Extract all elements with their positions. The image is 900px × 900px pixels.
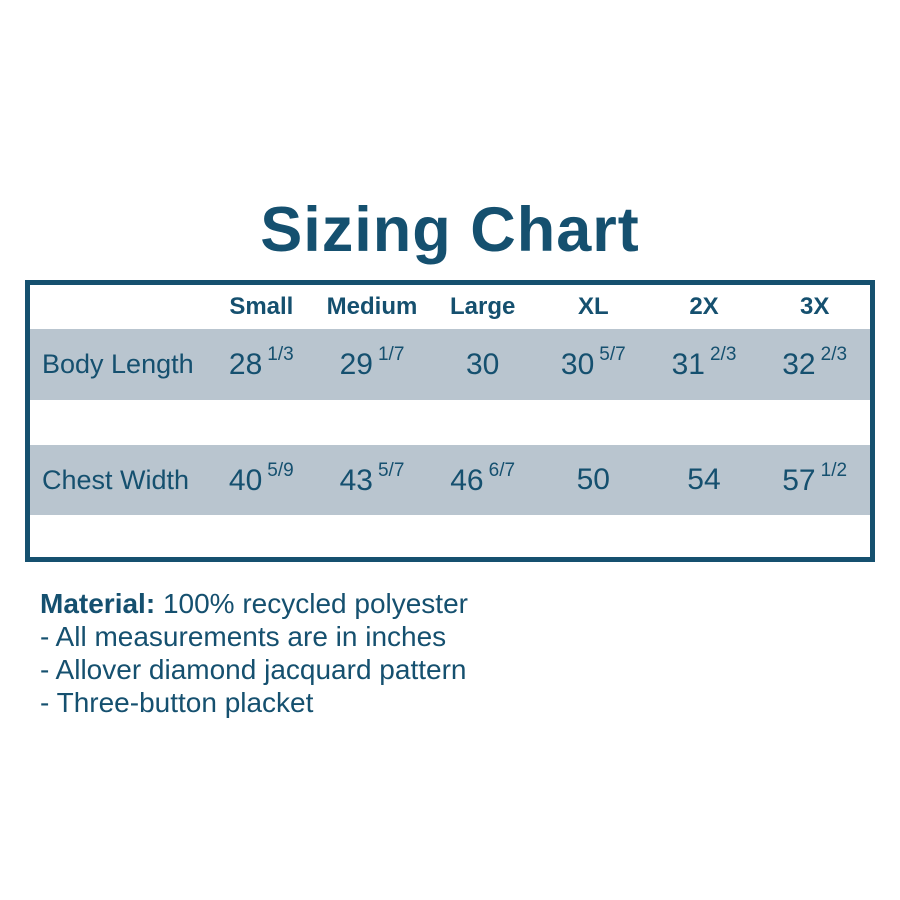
column-header-large: Large [449,293,516,320]
table-header-row: Small Medium Large XL 2X 3X [30,285,870,329]
value-fraction: 1/7 [377,344,405,365]
material-label: Material: [40,588,156,619]
value-fraction: 2/3 [820,344,848,365]
value-fraction: 1/3 [267,344,294,365]
value-whole: 30 [465,347,500,381]
value-fraction: 5/7 [377,459,405,481]
table-bottom-spacer-row [30,515,870,557]
column-header-2x: 2X [689,293,719,320]
chest-width-xl: 50 [538,463,649,497]
body-length-medium: 29 1/7 [317,344,428,382]
column-header-medium: Medium [326,293,418,320]
table-row-body-length: Body Length 28 1/3 29 1/7 30 30 5/7 31 2/3 3… [30,329,870,400]
value-fraction: 2/3 [709,344,737,365]
material-value: 100% recycled polyester [162,588,468,619]
value-whole: 54 [687,463,721,496]
value-whole: 43 [339,463,373,497]
note-bullet-measurements: - All measurements are in inches [40,621,447,652]
chest-width-2x: 54 [649,463,760,497]
value-whole: 28 [228,348,263,381]
value-whole: 32 [782,348,816,381]
note-bullet-placket: - Three-button placket [40,687,314,718]
body-length-2x: 31 2/3 [649,344,760,382]
value-fraction: 1/2 [820,459,848,481]
body-length-large: 30 [427,348,538,382]
value-whole: 40 [228,463,263,497]
value-whole: 29 [339,348,373,381]
material-line: Material: 100% recycled polyester [40,587,468,620]
chest-width-large: 46 6/7 [427,459,538,498]
chest-width-3x: 57 1/2 [759,459,870,498]
value-whole: 46 [450,463,484,497]
row-label-body-length: Body Length [42,349,194,379]
body-length-xl: 30 5/7 [538,344,649,382]
chest-width-small: 40 5/9 [206,459,317,498]
body-length-small: 28 1/3 [206,344,317,382]
table-spacer-row [30,400,870,445]
column-header-3x: 3X [799,293,830,320]
column-header-xl: XL [577,293,609,320]
notes-section: Material: 100% recycled polyester - All … [40,587,468,719]
page-title: Sizing Chart [260,195,640,265]
column-header-small: Small [229,293,294,320]
chest-width-medium: 43 5/7 [317,459,428,498]
table-row-chest-width: Chest Width 40 5/9 43 5/7 46 6/7 50 54 57 1/… [30,445,870,515]
value-whole: 30 [560,348,595,381]
row-label-chest-width: Chest Width [42,464,190,495]
value-fraction: 5/9 [267,459,294,481]
value-whole: 31 [671,348,705,381]
value-fraction: 6/7 [488,459,516,481]
body-length-3x: 32 2/3 [759,344,870,382]
value-whole: 50 [576,463,610,496]
value-fraction: 5/7 [599,344,626,365]
sizing-table: Small Medium Large XL 2X 3X Body Length … [25,280,875,562]
value-whole: 57 [782,463,816,497]
note-bullet-pattern: - Allover diamond jacquard pattern [40,654,467,685]
